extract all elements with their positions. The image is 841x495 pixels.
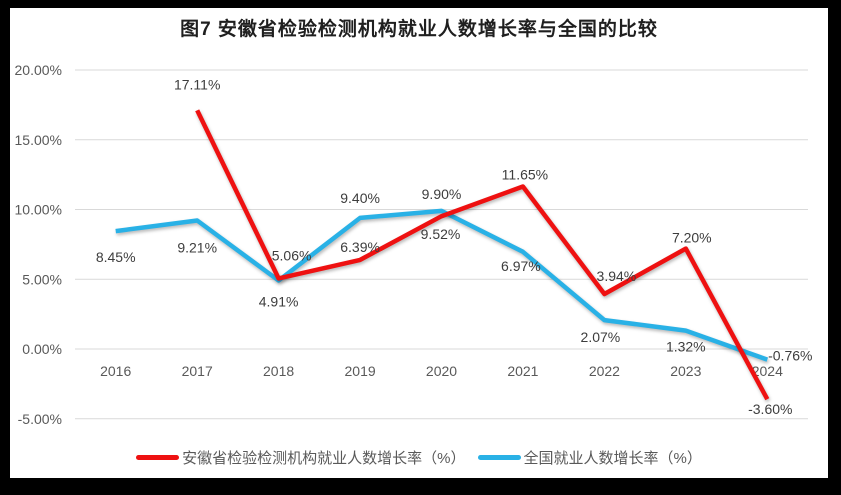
- data-label-national-2017: 9.21%: [177, 240, 217, 256]
- data-label-national-2018: 4.91%: [259, 294, 299, 310]
- data-label-national-2023: 1.32%: [666, 339, 706, 355]
- x-axis-tick-label: 2023: [670, 363, 701, 379]
- data-label-national-2016: 8.45%: [96, 249, 136, 265]
- data-label-national-2024: -0.76%: [768, 348, 812, 364]
- data-label-national-2019: 9.40%: [340, 190, 380, 206]
- data-label-anhui-2021: 11.65%: [502, 167, 548, 183]
- x-axis-tick-label: 2019: [345, 363, 376, 379]
- data-label-national-2022: 2.07%: [581, 329, 621, 345]
- y-axis-tick-label: 20.00%: [15, 62, 62, 78]
- legend-swatch-anhui: [136, 455, 180, 460]
- series-line-national: [115, 208, 769, 362]
- line-chart-plot: 20.00% 15.00% 10.00% 5.00% 0.00% -5.00% 2016 20…: [15, 62, 813, 427]
- y-axis-tick-label: -5.00%: [18, 411, 62, 427]
- y-axis-tick-label: 15.00%: [15, 132, 62, 148]
- data-label-anhui-2020: 9.52%: [421, 226, 461, 242]
- x-axis-tick-label: 2017: [182, 363, 213, 379]
- data-label-anhui-2023: 7.20%: [672, 230, 712, 246]
- data-label-anhui-2024: -3.60%: [748, 401, 792, 417]
- legend: 安徽省检验检测机构就业人数增长率（%） 全国就业人数增长率（%）: [10, 447, 828, 468]
- x-axis-tick-label: 2018: [263, 363, 294, 379]
- data-label-anhui-2018: 5.06%: [272, 247, 312, 263]
- x-axis-tick-label: 2020: [426, 363, 457, 379]
- data-label-anhui-2019: 6.39%: [340, 239, 380, 255]
- legend-swatch-national: [477, 455, 521, 460]
- data-label-national-2020: 9.90%: [422, 186, 462, 202]
- x-axis-tick-label: 2016: [100, 363, 131, 379]
- y-axis-tick-label: 5.00%: [22, 271, 62, 287]
- chart-title: 图7 安徽省检验检测机构就业人数增长率与全国的比较: [180, 19, 658, 40]
- legend-item-anhui: 安徽省检验检测机构就业人数增长率（%）: [136, 447, 466, 468]
- data-label-national-2021: 6.97%: [501, 258, 541, 274]
- data-label-anhui-2022: 3.94%: [597, 268, 637, 284]
- x-axis-tick-label: 2024: [752, 363, 783, 379]
- x-axis-tick-label: 2022: [589, 363, 620, 379]
- y-axis-tick-label: 10.00%: [15, 202, 62, 218]
- x-axis-tick-label: 2021: [507, 363, 538, 379]
- legend-label-national: 全国就业人数增长率（%）: [523, 450, 702, 467]
- legend-label-anhui: 安徽省检验检测机构就业人数增长率（%）: [182, 450, 466, 467]
- series-line-anhui: [195, 109, 770, 401]
- legend-item-national: 全国就业人数增长率（%）: [477, 447, 702, 468]
- y-axis-tick-label: 0.00%: [22, 341, 62, 357]
- data-label-anhui-2017: 17.11%: [174, 76, 220, 92]
- chart-canvas: 图7 安徽省检验检测机构就业人数增长率与全国的比较 20.00% 15.00% 10…: [10, 8, 828, 478]
